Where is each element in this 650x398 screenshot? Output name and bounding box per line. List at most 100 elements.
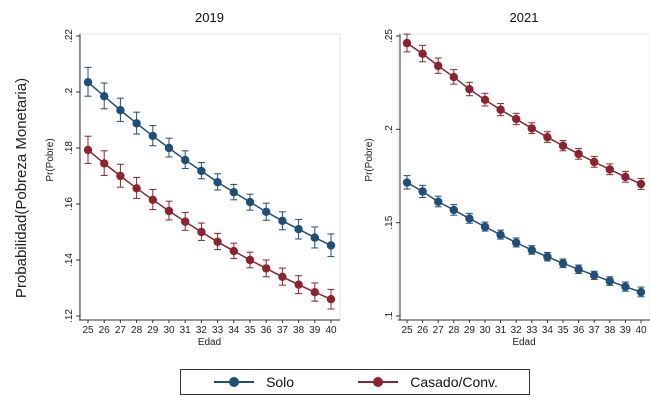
x-tick-label: 31 xyxy=(495,325,507,336)
legend-label-casado: Casado/Conv. xyxy=(410,374,498,390)
x-tick-label: 33 xyxy=(526,325,538,336)
data-point-casado xyxy=(278,272,287,281)
data-point-casado xyxy=(310,288,319,297)
y-tick-label: .18 xyxy=(64,141,75,155)
data-point-solo xyxy=(83,78,93,87)
data-point-casado xyxy=(418,49,427,58)
x-tick-label: 30 xyxy=(163,325,175,336)
data-point-solo xyxy=(418,187,427,196)
y-tick-label: .14 xyxy=(64,253,75,267)
x-tick-label: 38 xyxy=(604,325,616,336)
data-point-casado xyxy=(527,124,536,133)
data-point-solo xyxy=(132,119,141,128)
x-tick-label: 32 xyxy=(511,325,523,336)
data-point-solo xyxy=(197,166,206,176)
data-point-casado xyxy=(574,149,583,159)
series-line-solo xyxy=(87,81,332,247)
y-tick-label: .22 xyxy=(64,29,75,43)
data-point-solo xyxy=(310,233,319,242)
data-point-solo xyxy=(245,197,255,207)
data-point-casado xyxy=(621,172,630,182)
x-tick-label: 40 xyxy=(325,325,337,336)
data-point-solo xyxy=(262,207,271,217)
data-point-solo xyxy=(480,222,490,231)
data-point-solo xyxy=(543,252,552,262)
y-tick-label: .16 xyxy=(64,197,75,211)
data-point-solo xyxy=(558,259,568,268)
x-tick-label: 34 xyxy=(228,325,240,336)
data-point-solo xyxy=(164,143,174,153)
data-point-solo xyxy=(294,225,303,234)
data-point-casado xyxy=(558,141,568,150)
y-axis-label: Pr(Pobre) xyxy=(364,138,375,181)
y-tick-label: .2 xyxy=(384,125,395,134)
x-tick-label: 29 xyxy=(464,325,476,336)
data-point-casado xyxy=(465,85,474,94)
data-point-solo xyxy=(449,205,458,215)
x-tick-label: 27 xyxy=(433,325,445,336)
x-tick-label: 37 xyxy=(589,325,601,336)
x-tick-label: 35 xyxy=(244,325,256,336)
panel-title: 2019 xyxy=(195,10,224,25)
y-tick-label: .25 xyxy=(384,29,395,43)
data-point-casado xyxy=(100,159,109,168)
x-tick-label: 28 xyxy=(448,325,460,336)
data-point-solo xyxy=(527,245,536,255)
x-tick-label: 39 xyxy=(620,325,632,336)
data-point-casado xyxy=(116,171,125,181)
data-point-casado xyxy=(197,227,206,237)
data-point-solo xyxy=(148,131,157,141)
data-point-solo xyxy=(100,92,109,101)
data-point-casado xyxy=(229,246,238,256)
x-tick-label: 25 xyxy=(82,325,94,336)
x-tick-label: 36 xyxy=(261,325,273,336)
data-point-solo xyxy=(116,106,125,115)
data-point-casado xyxy=(480,95,490,105)
data-point-casado xyxy=(543,132,552,142)
y-tick-label: .12 xyxy=(64,309,75,323)
series-line-solo xyxy=(406,181,642,293)
panel-2019: 2019 .12 .14 .16 .18 .2 .22 Pr(Pobre) 25 26 27 28 29… xyxy=(45,10,341,348)
legend-item-solo: Solo xyxy=(212,374,294,390)
data-point-solo xyxy=(278,216,287,225)
plot-area xyxy=(397,33,650,321)
data-point-solo xyxy=(636,287,646,297)
x-tick-label: 35 xyxy=(557,325,569,336)
data-point-solo xyxy=(590,271,599,280)
x-tick-label: 26 xyxy=(417,325,429,336)
x-tick-label: 38 xyxy=(293,325,305,336)
x-tick-label: 31 xyxy=(180,325,192,336)
data-point-casado xyxy=(245,255,255,265)
series-line-casado xyxy=(406,42,642,185)
x-tick-label: 29 xyxy=(147,325,159,336)
data-point-casado xyxy=(496,105,505,114)
legend-item-casado: Casado/Conv. xyxy=(356,374,498,390)
series-line-casado xyxy=(87,149,332,300)
data-point-casado xyxy=(449,72,458,82)
y-tick-label: .2 xyxy=(64,87,75,96)
x-tick-label: 37 xyxy=(277,325,289,336)
panel-title: 2021 xyxy=(510,10,539,25)
x-tick-label: 39 xyxy=(309,325,321,336)
x-tick-label: 33 xyxy=(212,325,224,336)
figure-y-axis-label: Probabilidad(Pobreza Monetaria) xyxy=(13,78,30,298)
x-axis-label: Edad xyxy=(512,337,535,348)
data-point-casado xyxy=(402,38,412,48)
legend: Solo Casado/Conv. xyxy=(180,369,530,395)
data-point-casado xyxy=(434,61,443,71)
data-point-casado xyxy=(294,280,303,289)
x-tick-label: 36 xyxy=(573,325,585,336)
x-tick-label: 30 xyxy=(479,325,491,336)
data-point-solo xyxy=(496,230,505,239)
data-point-casado xyxy=(83,145,93,155)
legend-swatch-casado xyxy=(358,377,399,387)
data-point-solo xyxy=(512,238,521,247)
data-point-solo xyxy=(229,188,238,197)
data-point-casado xyxy=(512,114,521,124)
data-point-casado xyxy=(213,237,222,246)
data-point-solo xyxy=(181,155,190,165)
y-axis-label: Pr(Pobre) xyxy=(45,138,56,181)
y-tick-label: .1 xyxy=(384,311,395,320)
